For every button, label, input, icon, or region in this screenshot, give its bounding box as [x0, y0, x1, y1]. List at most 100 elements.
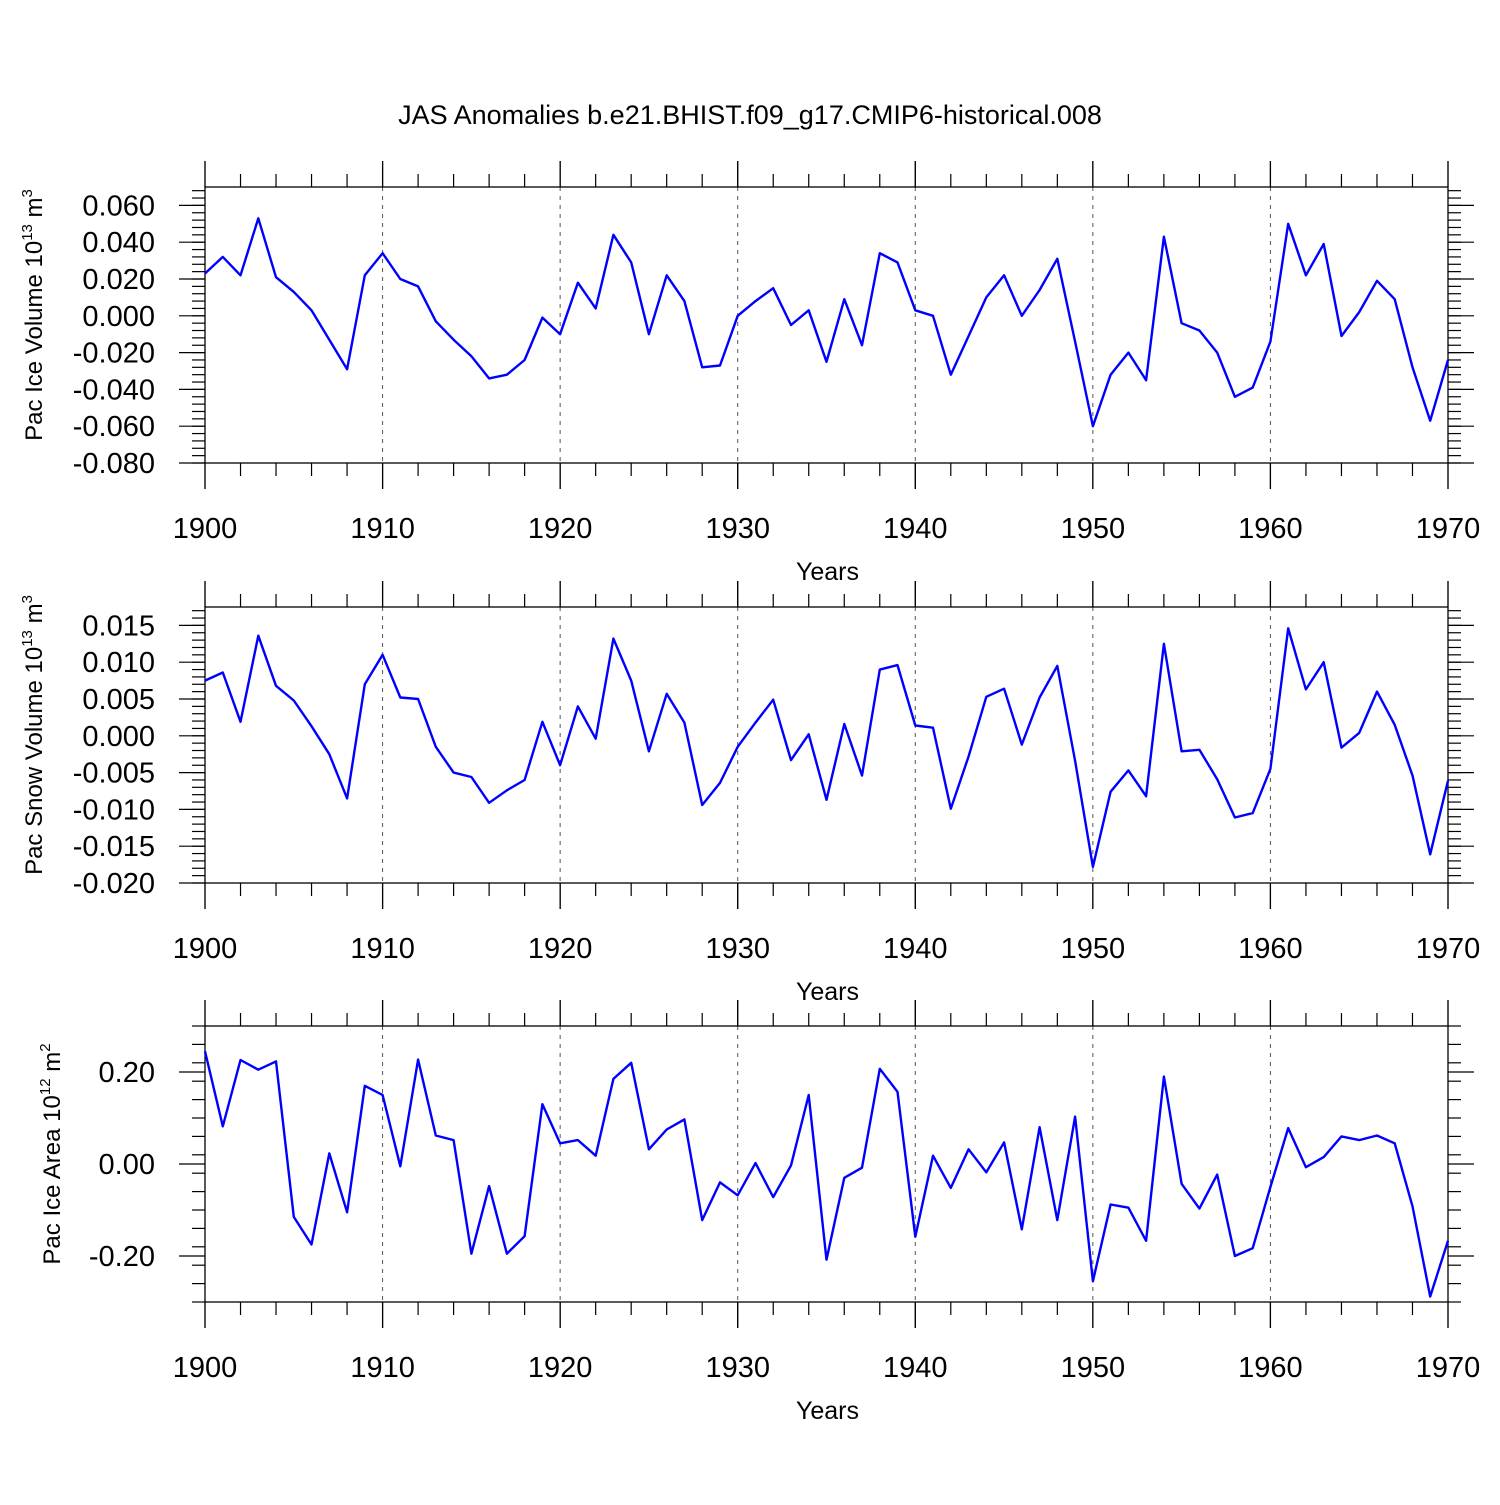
- data-point: [505, 1252, 508, 1255]
- data-point: [1038, 289, 1041, 292]
- data-point: [417, 1058, 420, 1061]
- data-point: [505, 373, 508, 376]
- data-point: [1358, 1139, 1361, 1142]
- data-point: [1429, 853, 1432, 856]
- data-point: [559, 333, 562, 336]
- data-point: [1269, 767, 1272, 770]
- data-point: [541, 720, 544, 723]
- data-point: [985, 695, 988, 698]
- data-point: [204, 679, 207, 682]
- data-point: [843, 1176, 846, 1179]
- data-point: [1429, 1295, 1432, 1298]
- data-point: [1322, 1156, 1325, 1159]
- data-point: [221, 1125, 224, 1128]
- data-point: [1251, 386, 1254, 389]
- data-point: [647, 750, 650, 753]
- data-point: [718, 781, 721, 784]
- y-tick-label: -0.010: [73, 794, 155, 826]
- series-line-ice-volume: [204, 217, 1450, 428]
- y-tick-label: -0.015: [73, 831, 155, 863]
- data-point: [967, 755, 970, 758]
- data-point: [772, 287, 775, 290]
- data-point: [1074, 759, 1077, 762]
- data-point: [1375, 690, 1378, 693]
- data-point: [736, 1194, 739, 1197]
- y-tick-label: 0.000: [82, 301, 155, 333]
- data-point: [861, 1166, 864, 1169]
- data-point: [1216, 351, 1219, 354]
- data-point: [328, 1152, 331, 1155]
- data-point: [310, 309, 313, 312]
- data-point: [914, 1235, 917, 1238]
- data-point: [1340, 746, 1343, 749]
- data-point: [985, 296, 988, 299]
- data-point: [275, 684, 278, 687]
- data-point: [1198, 748, 1201, 751]
- data-point: [1020, 743, 1023, 746]
- data-point: [310, 725, 313, 728]
- data-point: [1127, 1206, 1130, 1209]
- data-point: [843, 723, 846, 726]
- data-point: [789, 1164, 792, 1167]
- data-point: [381, 653, 384, 656]
- data-point: [736, 314, 739, 317]
- data-point: [1322, 661, 1325, 664]
- data-point: [612, 637, 615, 640]
- data-point: [701, 366, 704, 369]
- data-point: [452, 771, 455, 774]
- x-tick-label: 1900: [173, 933, 238, 965]
- data-point: [896, 261, 899, 264]
- data-point: [1003, 1141, 1006, 1144]
- data-point: [683, 1118, 686, 1121]
- data-point: [1038, 696, 1041, 699]
- series-line-snow-volume: [204, 627, 1450, 868]
- data-point: [1198, 329, 1201, 332]
- data-point: [789, 759, 792, 762]
- plot-frame: [204, 606, 1449, 884]
- data-point: [1162, 235, 1165, 238]
- x-tick-label: 1900: [173, 513, 238, 545]
- data-point: [363, 1084, 366, 1087]
- data-point: [665, 1128, 668, 1131]
- y-tick-label: 0.20: [99, 1057, 155, 1089]
- data-point: [239, 274, 242, 277]
- y-tick-label: 0.005: [82, 684, 155, 716]
- x-tick-label: 1920: [528, 1352, 593, 1384]
- y-tick-label: -0.080: [73, 448, 155, 480]
- x-tick-label: 1920: [528, 933, 593, 965]
- x-tick-label: 1970: [1416, 513, 1481, 545]
- data-point: [1358, 311, 1361, 314]
- data-point: [257, 634, 260, 637]
- data-point: [594, 1154, 597, 1157]
- x-tick-label: 1900: [173, 1352, 238, 1384]
- data-point: [985, 1171, 988, 1174]
- data-point: [1109, 790, 1112, 793]
- data-point: [1056, 664, 1059, 667]
- data-point: [257, 1068, 260, 1071]
- data-point: [967, 335, 970, 338]
- data-point: [399, 1165, 402, 1168]
- x-tick-label: 1910: [350, 1352, 415, 1384]
- y-tick-label: -0.040: [73, 374, 155, 406]
- data-point: [523, 1235, 526, 1238]
- data-point: [772, 698, 775, 701]
- data-point: [1198, 1207, 1201, 1210]
- data-point: [825, 1258, 828, 1261]
- data-point: [559, 1142, 562, 1145]
- data-point: [1393, 298, 1396, 301]
- data-point: [1180, 1182, 1183, 1185]
- data-point: [1003, 687, 1006, 690]
- data-point: [1340, 335, 1343, 338]
- data-point: [292, 1215, 295, 1218]
- data-point: [523, 778, 526, 781]
- x-axis-label: Years: [796, 1397, 859, 1425]
- data-point: [381, 252, 384, 255]
- y-tick-label: -0.020: [73, 338, 155, 370]
- data-point: [861, 774, 864, 777]
- data-point: [1020, 1228, 1023, 1231]
- x-tick-label: 1940: [883, 933, 948, 965]
- data-point: [346, 797, 349, 800]
- y-axis-label: Pac Ice Volume 1013 m3: [19, 189, 48, 441]
- data-point: [292, 290, 295, 293]
